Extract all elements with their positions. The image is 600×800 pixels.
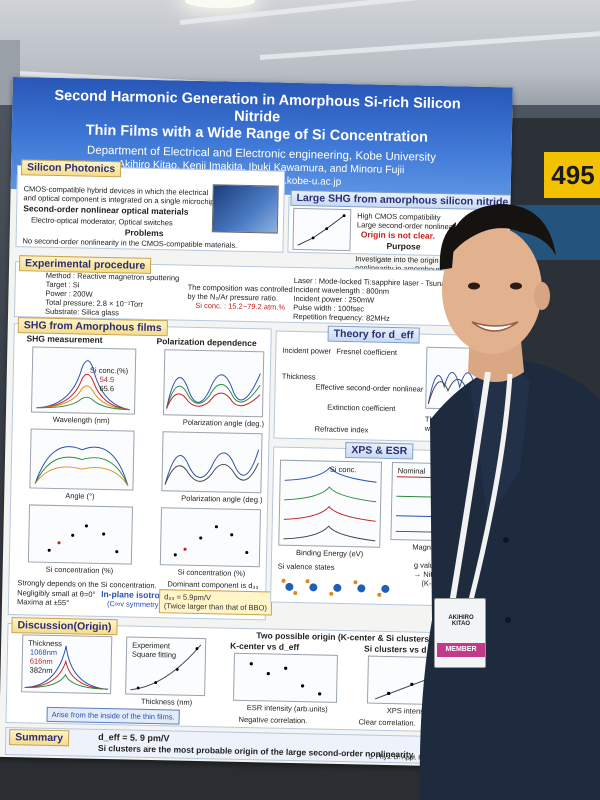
fit-legend-item: Square fitting (131, 649, 177, 660)
badge-name: AKIHIRO KITAO (435, 615, 487, 627)
large-shg-panel: High CMOS compatibility Large second-ord… (287, 196, 505, 258)
transmittance-plot (425, 346, 499, 411)
thickness-axis-label: Thickness (nm) (140, 696, 193, 707)
summary-line1: d_eff = 5. 9 pm/V (98, 731, 170, 744)
arise-callout: Arise from the inside of the thin films. (46, 706, 180, 725)
badge-member-stripe: MEMBER (437, 643, 485, 657)
d33-callout: d₃₃ = 5.9pm/V (Twice larger than that of… (158, 589, 273, 616)
shg-dominant: Dominant component is d₃₃ (167, 579, 259, 591)
origin-callout: The origin is Si (424, 715, 485, 733)
shg-legend-title: Si conc.(%) (89, 365, 129, 376)
shg-films-panel: SHG measurement Polarization dependence … (7, 323, 273, 621)
shg-legend-value: 65.6 (99, 383, 115, 394)
esr-x-axis-label: Magnetic field (G) (412, 542, 472, 553)
negative-correlation: Negative correlation. (238, 714, 308, 726)
polarization-label: Polarization dependence (156, 336, 257, 349)
booth-number-sign: 495 (544, 152, 600, 198)
sp-problems-label: Problems (124, 227, 164, 239)
si-axis-label: Si concentration (%) (45, 564, 114, 576)
theory-thickness: Thickness (281, 371, 316, 382)
angle-plot (29, 428, 135, 491)
xps-legend: Si conc. (329, 464, 357, 475)
badge-last-name: KITAO (451, 621, 471, 627)
summary-line2: Si clusters are the most probable origin… (97, 742, 416, 760)
shg-measurement-label: SHG measurement (26, 333, 103, 345)
esr-legend: Nominal (397, 466, 426, 476)
discussion-heading: Discussion(Origin) (11, 617, 118, 636)
summary-heading: Summary (9, 729, 70, 747)
pol-x-axis-label: Polarization angle (deg.) (181, 493, 263, 505)
poster-title: Second Harmonic Generation in Amorphous … (12, 77, 513, 148)
exp-rep-rate: Repetition frequency: 82MHz (292, 311, 390, 323)
pol-x-axis-label: Polarization angle (deg.) (182, 417, 265, 429)
esr-axis-label: ESR intensity (arb.units) (246, 703, 328, 714)
si-conc-scatter (27, 504, 134, 565)
d-coeff-scatter (159, 507, 262, 568)
theory-panel: Incident power Fresnel coefficient Thick… (273, 330, 512, 444)
d33-comparison: (Twice larger than that of BBO) (163, 601, 267, 613)
xps-esr-panel: Si conc. Binding Energy (eV) Nominal Mag… (270, 446, 508, 608)
sp-problem: No second-order nonlinearity in the CMOS… (22, 236, 238, 250)
large-shg-origin: Origin is not clear. (360, 229, 436, 241)
esr-kcenter: (K-center) (421, 578, 455, 589)
thickness-fit-plot (125, 636, 207, 697)
clear-correlation: Clear correlation. (358, 717, 416, 728)
polarization-plot-1 (162, 349, 265, 418)
thickness-legend-item: 382nm (29, 665, 53, 675)
xps-valence: Si valence states (277, 561, 335, 572)
shg-legend-value: 54.5 (99, 374, 115, 385)
thickness-legend-item: 616nm (29, 656, 53, 666)
cluster-heading: Si clusters vs d_eff (364, 643, 442, 656)
ceiling-light (185, 0, 255, 8)
silicon-photonics-panel: CMOS-compatible hybrid devices in which … (15, 165, 286, 253)
exp-substrate: Substrate: Silica glass (45, 306, 119, 318)
silicon-photonics-heading: Silicon Photonics (20, 159, 122, 178)
booth-panel-strip (500, 205, 600, 260)
polarization-plot-2 (161, 431, 263, 494)
theory-extinction: Extinction coefficient (327, 402, 396, 414)
theory-refractive: Refractive index (314, 424, 369, 435)
xps-x-axis-label: Binding Energy (eV) (296, 548, 364, 559)
photonics-chip-image (211, 184, 279, 234)
kcenter-heading: K-center vs d_eff (230, 640, 300, 653)
badge-first-name: AKIHIRO (448, 615, 474, 621)
theory-heading: Theory for d_eff (327, 325, 420, 344)
shg-small-plot (292, 207, 352, 252)
purpose-label: Purpose (386, 240, 421, 252)
sp-examples: Electro-optical moderator, Optical switc… (30, 215, 173, 228)
experimental-heading: Experimental procedure (18, 255, 152, 274)
shg-symmetry: (C∞v symmetry) (106, 599, 162, 610)
xps-esr-heading: XPS & ESR (345, 442, 414, 460)
discussion-panel: Thickness 1068nm 616nm 382nm Experiment … (5, 623, 496, 734)
shg-films-heading: SHG from Amorphous films (17, 317, 168, 337)
thickness-spectrum-plot (21, 634, 113, 695)
slope-label: Slope 1.9 ±0.3 (427, 686, 476, 697)
theory-fresnel: Fresnel coefficient (336, 346, 398, 358)
theory-absorption2: wavelength with increasi... (424, 423, 513, 435)
xps-plot (278, 459, 383, 548)
xps-axis-label: XPS intensity of Si⁰ (386, 705, 452, 717)
angle-x-axis-label: Angle (°) (65, 491, 95, 501)
ceiling-beam (259, 27, 600, 60)
shg-x-axis-label: Wavelength (nm) (52, 414, 110, 426)
si-axis-label: Si concentration (%) (177, 567, 246, 578)
exp-si-conc: Si conc. : 15.2~79.2 atm.% (195, 300, 286, 312)
theory-incident: Incident power (282, 345, 332, 356)
kcenter-scatter (232, 652, 338, 703)
si-valence-molecules (279, 576, 399, 601)
shg-spectrum-plot (30, 346, 137, 415)
name-badge: AKIHIRO KITAO MEMBER (434, 598, 486, 668)
shg-note3: Maxima at ±55° (16, 597, 70, 608)
